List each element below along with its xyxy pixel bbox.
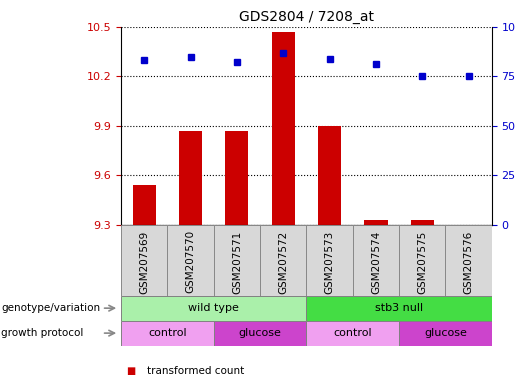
Text: GSM207569: GSM207569: [139, 230, 149, 294]
Text: GSM207572: GSM207572: [278, 230, 288, 294]
Bar: [132, 185, 156, 225]
Text: control: control: [334, 328, 372, 338]
Bar: [399, 321, 492, 346]
Bar: [121, 321, 214, 346]
Bar: [353, 225, 399, 296]
Title: GDS2804 / 7208_at: GDS2804 / 7208_at: [239, 10, 374, 25]
Bar: [214, 321, 306, 346]
Bar: [318, 126, 341, 225]
Text: GSM207570: GSM207570: [185, 230, 196, 293]
Text: growth protocol: growth protocol: [1, 328, 83, 338]
Bar: [121, 296, 306, 321]
Text: GSM207571: GSM207571: [232, 230, 242, 294]
Bar: [306, 296, 492, 321]
Text: GSM207574: GSM207574: [371, 230, 381, 294]
Bar: [306, 321, 399, 346]
Text: control: control: [148, 328, 186, 338]
Bar: [445, 225, 492, 296]
Text: GSM207573: GSM207573: [324, 230, 335, 294]
Text: ■: ■: [126, 366, 135, 376]
Bar: [179, 131, 202, 225]
Text: genotype/variation: genotype/variation: [1, 303, 100, 313]
Bar: [214, 225, 260, 296]
Bar: [364, 220, 387, 225]
Bar: [410, 220, 434, 225]
Bar: [260, 225, 306, 296]
Bar: [399, 225, 445, 296]
Bar: [167, 225, 214, 296]
Bar: [272, 32, 295, 225]
Text: GSM207576: GSM207576: [464, 230, 474, 294]
Text: transformed count: transformed count: [147, 366, 244, 376]
Text: stb3 null: stb3 null: [375, 303, 423, 313]
Bar: [121, 225, 167, 296]
Text: GSM207575: GSM207575: [417, 230, 427, 294]
Bar: [306, 225, 353, 296]
Bar: [226, 131, 248, 225]
Text: glucose: glucose: [424, 328, 467, 338]
Text: wild type: wild type: [188, 303, 239, 313]
Text: glucose: glucose: [238, 328, 282, 338]
